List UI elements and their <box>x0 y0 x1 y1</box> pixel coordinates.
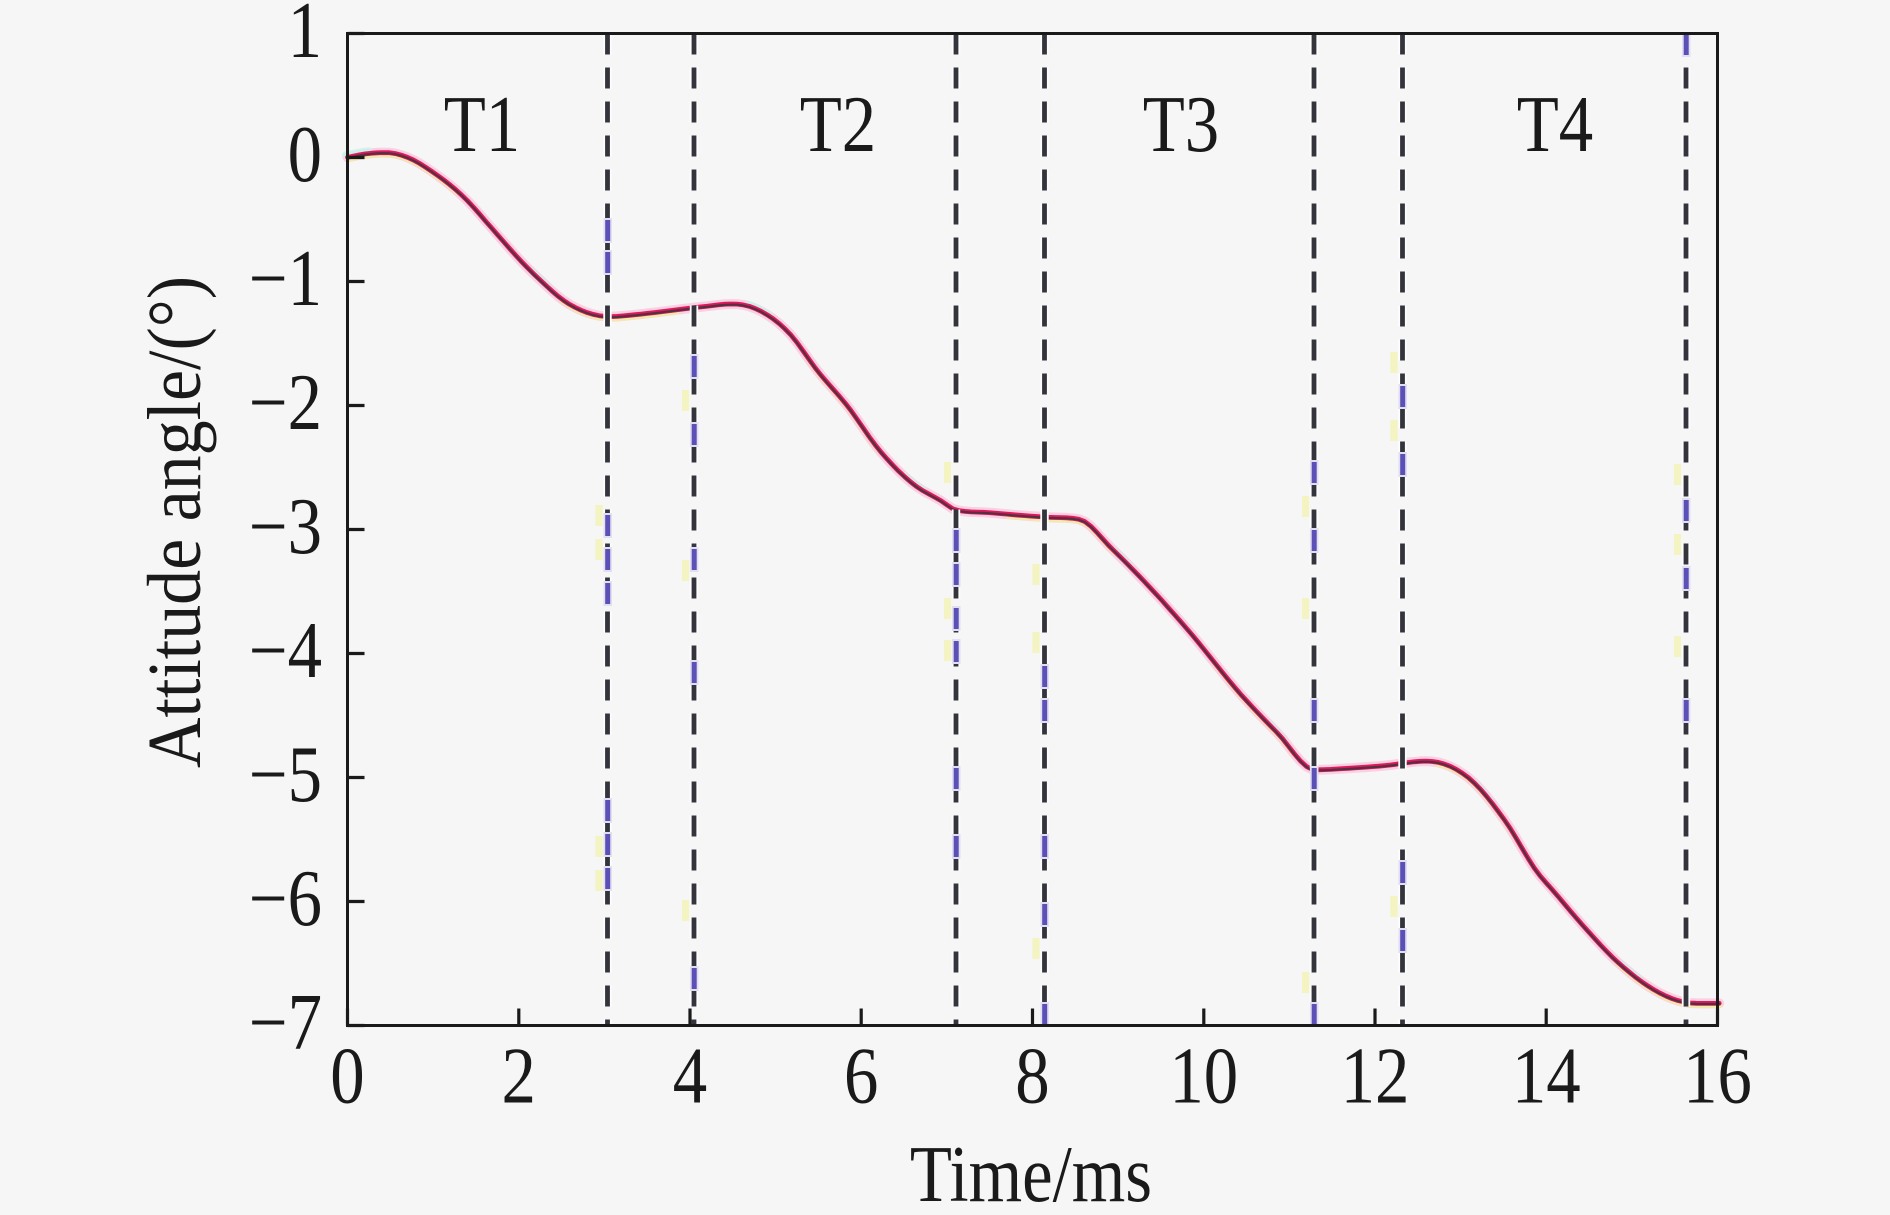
svg-text:0: 0 <box>330 1033 364 1121</box>
svg-text:T4: T4 <box>1517 81 1593 169</box>
svg-text:12: 12 <box>1341 1033 1410 1121</box>
svg-text:−4: −4 <box>249 607 322 695</box>
svg-text:0: 0 <box>288 111 322 199</box>
svg-text:T3: T3 <box>1143 81 1219 169</box>
svg-text:T1: T1 <box>444 81 520 169</box>
svg-text:−2: −2 <box>249 359 322 447</box>
svg-text:−5: −5 <box>249 731 322 819</box>
svg-text:−3: −3 <box>249 483 322 571</box>
svg-text:1: 1 <box>288 0 322 75</box>
svg-text:Time/ms: Time/ms <box>910 1131 1152 1215</box>
svg-text:−1: −1 <box>249 235 322 323</box>
svg-text:2: 2 <box>502 1033 536 1121</box>
svg-text:16: 16 <box>1683 1033 1752 1121</box>
svg-text:−7: −7 <box>249 979 322 1067</box>
svg-text:4: 4 <box>673 1033 707 1121</box>
svg-text:T2: T2 <box>800 81 876 169</box>
svg-text:Attitude angle/(°): Attitude angle/(°) <box>132 276 216 768</box>
svg-text:8: 8 <box>1015 1033 1049 1121</box>
svg-text:14: 14 <box>1512 1033 1581 1121</box>
svg-text:−6: −6 <box>249 855 322 943</box>
svg-text:6: 6 <box>844 1033 878 1121</box>
svg-text:10: 10 <box>1169 1033 1238 1121</box>
